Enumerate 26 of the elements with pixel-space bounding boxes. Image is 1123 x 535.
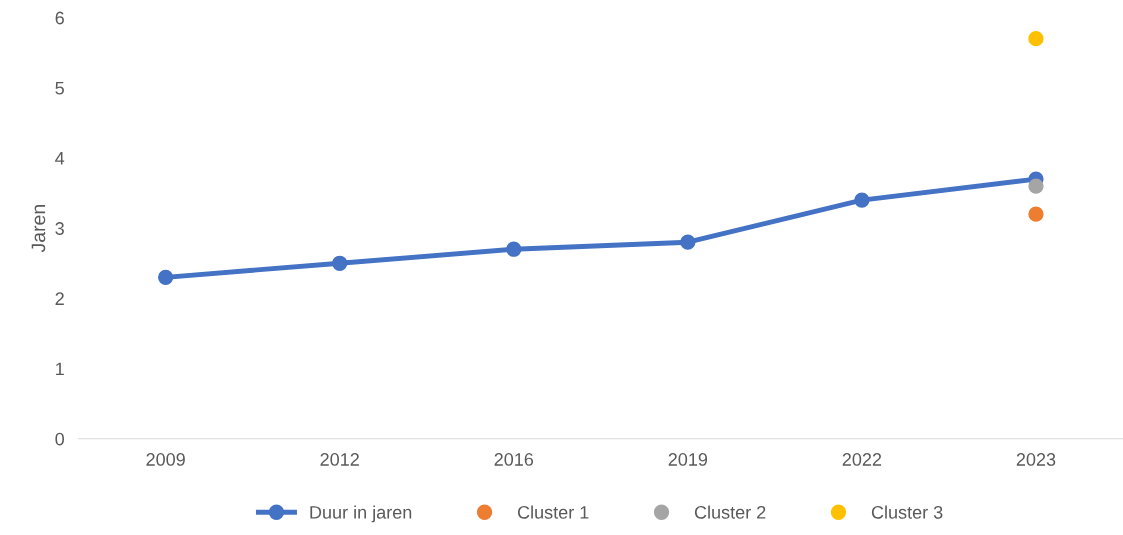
x-tick-label: 2009 bbox=[146, 453, 185, 466]
point bbox=[1028, 206, 1044, 222]
legend-label: Cluster 1 bbox=[517, 505, 589, 519]
point bbox=[506, 241, 522, 257]
x-tick-label: 2016 bbox=[494, 453, 534, 466]
y-tick-label: 1 bbox=[56, 362, 64, 376]
x-tick-label: 2023 bbox=[1016, 453, 1056, 466]
legend-label: Cluster 3 bbox=[871, 505, 943, 519]
y-tick-label: 0 bbox=[55, 432, 65, 446]
point bbox=[1028, 31, 1044, 47]
legend-label: Cluster 2 bbox=[694, 505, 766, 519]
point bbox=[1028, 178, 1044, 194]
point bbox=[158, 269, 174, 285]
y-tick-label: 4 bbox=[55, 152, 65, 165]
point bbox=[680, 234, 696, 250]
y-tick-label: 5 bbox=[55, 81, 64, 95]
x-tick-label: 2019 bbox=[668, 453, 708, 466]
y-tick-label: 3 bbox=[55, 222, 64, 235]
x-tick-label: 2012 bbox=[320, 453, 359, 466]
y-tick-label: 6 bbox=[55, 11, 64, 25]
x-tick-label: 2022 bbox=[842, 453, 882, 466]
point bbox=[854, 192, 870, 208]
y-tick-label: 2 bbox=[55, 292, 64, 305]
legend-label: Duur in jaren bbox=[310, 505, 412, 523]
y-axis-title: Jaren bbox=[31, 205, 46, 253]
point bbox=[332, 255, 348, 271]
